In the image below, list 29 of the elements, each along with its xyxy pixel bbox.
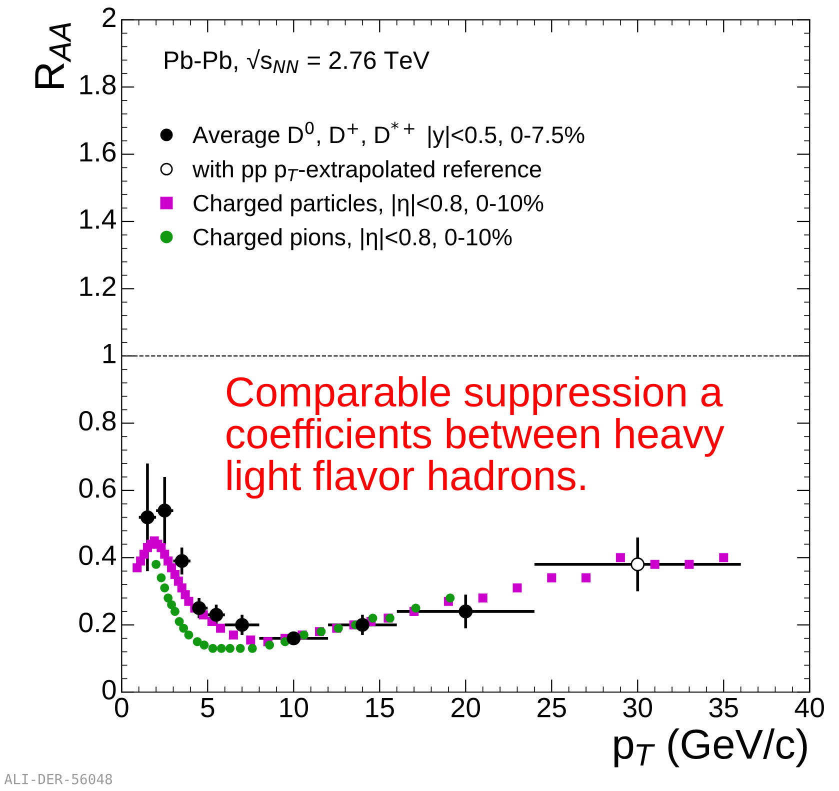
y-tick-label: 0 <box>102 680 116 700</box>
y-tick-label: 1.4 <box>80 210 116 229</box>
y-tick-label: 1 <box>103 344 116 364</box>
x-tick-label: 30 <box>623 698 652 718</box>
x-tick-label: 5 <box>201 698 214 718</box>
y-tick-label: 0.8 <box>79 410 116 431</box>
x-tick-label: 40 <box>794 698 824 718</box>
y-tick-label: 2 <box>102 8 116 27</box>
x-tick-label: 0 <box>115 698 128 718</box>
annotation: Pb-Pb, √s$_{NN}$ = 2.76 TeV <box>164 49 430 73</box>
legend-label: with pp p$_{T}$-extrapolated reference <box>192 160 542 182</box>
x-tick-label: 20 <box>452 698 480 718</box>
y-tick-label: 0.4 <box>79 545 116 566</box>
legend-label: Charged particles, |η|<0.8, 0-10% <box>194 194 544 216</box>
y-tick-label: 1.2 <box>80 276 116 296</box>
x-tick-label: 35 <box>709 698 738 718</box>
x-tick-label: 25 <box>538 698 566 718</box>
y-tick-label: 1.6 <box>80 142 116 162</box>
text: ALI-DER-56048 <box>4 774 112 784</box>
annotation: Comparable suppression a coefficients between heavy light flavor hadrons. <box>226 376 724 499</box>
y-axis-title: R$_{AA}$ <box>35 23 71 88</box>
x-tick-label: 10 <box>280 698 308 718</box>
y-tick-label: 0.6 <box>79 478 116 498</box>
legend-label: Average D$^{0}$, D$^{+}$, D$^{*+}$ |y|<0.5, 0-7.5% <box>192 122 584 148</box>
legend-label: Charged pions, |η|<0.8, 0-10% <box>194 228 512 250</box>
x-tick-label: 15 <box>366 698 394 718</box>
y-tick-label: 1.8 <box>80 74 116 94</box>
y-tick-label: 0.2 <box>79 612 116 632</box>
x-axis-title: p$_{T}$ (GeV/c) <box>614 728 807 768</box>
